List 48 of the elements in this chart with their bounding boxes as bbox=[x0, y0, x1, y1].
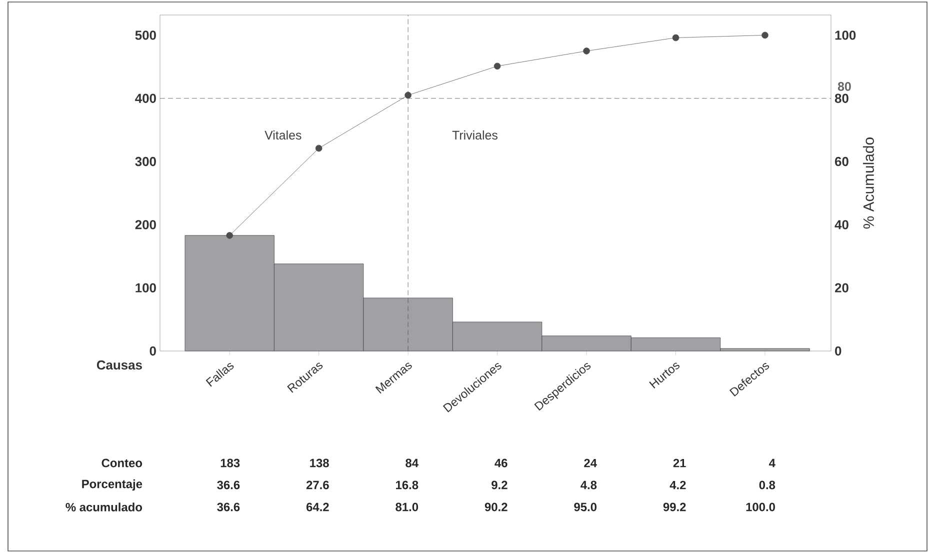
y-tick-label: 300 bbox=[135, 156, 156, 166]
text: 27.6 bbox=[306, 480, 329, 490]
text: 4.2 bbox=[670, 480, 686, 490]
text: 36.6 bbox=[217, 480, 240, 490]
data-label: 90.2 bbox=[484, 502, 508, 512]
point bbox=[762, 32, 768, 39]
text: Porcentaje bbox=[82, 479, 142, 491]
y2-tick-label: 60 bbox=[834, 156, 848, 166]
y2-tick-label: 0 bbox=[835, 346, 842, 356]
y-tick-label: 200 bbox=[135, 220, 156, 230]
y2-axis-title: % Acumulado bbox=[862, 138, 874, 229]
data-label: 100.0 bbox=[746, 502, 775, 512]
text: Conteo bbox=[102, 458, 142, 468]
data-label: 95.0 bbox=[574, 502, 597, 512]
y-tick-label: 400 bbox=[135, 94, 156, 103]
data-label: 81.0 bbox=[396, 502, 418, 512]
point bbox=[226, 232, 233, 239]
text: 9.2 bbox=[492, 480, 508, 490]
annotation: Vitales bbox=[264, 130, 302, 140]
data-label: 4 bbox=[768, 458, 776, 468]
y2-tick-label: 100 bbox=[835, 30, 856, 40]
data-label: 84 bbox=[406, 458, 418, 468]
point bbox=[583, 48, 590, 54]
text: % acumulado bbox=[66, 502, 142, 512]
data-label: 46 bbox=[494, 458, 508, 468]
point bbox=[672, 34, 680, 42]
point bbox=[315, 144, 322, 152]
text: 0.8 bbox=[759, 480, 776, 490]
data-label: 99.2 bbox=[663, 502, 686, 512]
data-label: 36.6 bbox=[217, 502, 240, 512]
data-label: 24 bbox=[584, 458, 597, 468]
data-label: 138 bbox=[310, 458, 329, 468]
ref-line-label: 80 bbox=[838, 82, 851, 91]
data-label: 64.2 bbox=[306, 502, 329, 512]
y-tick-label: 0 bbox=[150, 346, 156, 356]
text: 16.8 bbox=[396, 480, 418, 490]
y2-tick-label: 80 bbox=[834, 94, 848, 103]
point bbox=[494, 62, 501, 70]
point bbox=[404, 92, 412, 99]
x-axis-title: Causas bbox=[96, 360, 142, 370]
data-label: 183 bbox=[220, 458, 240, 468]
text: 4.8 bbox=[580, 480, 597, 490]
y-tick-label: 500 bbox=[135, 30, 156, 40]
y2-tick-label: 40 bbox=[834, 220, 848, 230]
annotation: Triviales bbox=[452, 130, 498, 140]
y2-tick-label: 20 bbox=[834, 283, 848, 292]
y-tick-label: 100 bbox=[136, 283, 156, 292]
data-label: 21 bbox=[673, 458, 686, 468]
